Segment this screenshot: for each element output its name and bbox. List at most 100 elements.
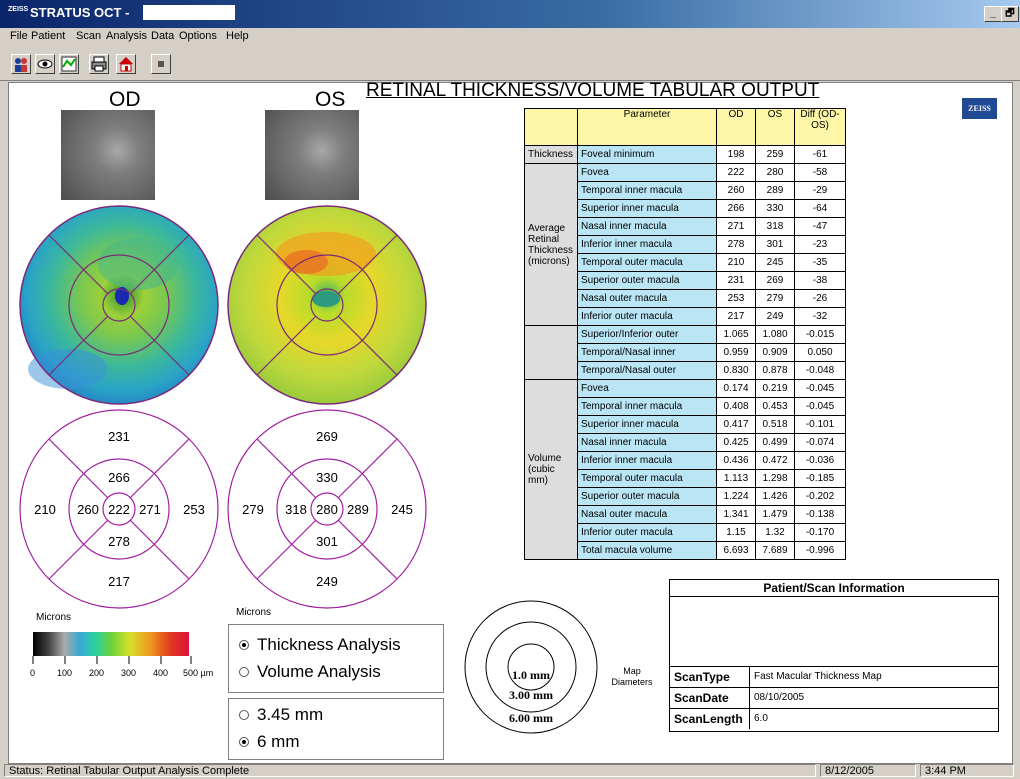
restore-button[interactable]: 🗗 <box>1001 6 1019 22</box>
status-date: 8/12/2005 <box>820 764 916 777</box>
menu-bar: File Patient Scan Analysis Data Options … <box>0 28 1020 46</box>
radio-unselected-icon <box>239 710 249 720</box>
scale-345-radio[interactable]: 3.45 mm <box>239 705 323 725</box>
scale-345-label: 3.45 mm <box>257 705 324 724</box>
scale-6-radio[interactable]: 6 mm <box>239 732 300 752</box>
row-od: 231 <box>716 271 756 290</box>
row-param: Nasal inner macula <box>577 217 717 236</box>
header-diff: Diff (OD-OS) <box>794 108 846 146</box>
row-os: 0.878 <box>755 361 795 380</box>
od-label: OD <box>109 88 141 111</box>
toolbar <box>0 46 1020 81</box>
row-os: 0.219 <box>755 379 795 398</box>
diameter-1mm: 1.0 mm <box>512 668 550 682</box>
colorbar-tick-400: 400 <box>153 668 169 678</box>
row-param: Nasal inner macula <box>577 433 717 452</box>
os-inner-superior: 330 <box>316 470 338 485</box>
colorbar-tick-300: 300 <box>121 668 137 678</box>
thickness-analysis-label: Thickness Analysis <box>257 635 401 654</box>
row-os: 1.298 <box>755 469 795 488</box>
menu-file[interactable]: File <box>10 30 28 42</box>
os-outer-left: 279 <box>242 502 264 517</box>
menu-analysis[interactable]: Analysis <box>106 30 147 42</box>
row-diff: -47 <box>794 217 846 236</box>
menu-help[interactable]: Help <box>226 30 249 42</box>
od-thickness-map <box>19 205 219 405</box>
colorbar-tick-500: 500 µm <box>183 668 214 678</box>
patient-name-redacted <box>143 5 235 20</box>
thickness-analysis-radio[interactable]: Thickness Analysis <box>239 635 401 655</box>
row-param: Total macula volume <box>577 541 717 560</box>
os-inner-temporal: 318 <box>285 502 307 517</box>
table-corner <box>524 108 578 146</box>
row-param: Temporal inner macula <box>577 181 717 200</box>
scan-type-value: Fast Macular Thickness Map <box>754 671 882 682</box>
row-od: 210 <box>716 253 756 272</box>
os-outer-right: 245 <box>391 502 413 517</box>
stop-icon[interactable] <box>151 54 171 74</box>
scan-date-value: 08/10/2005 <box>754 692 805 703</box>
radio-selected-icon <box>239 640 249 650</box>
row-diff: -35 <box>794 253 846 272</box>
row-diff: -32 <box>794 307 846 326</box>
patient-info-title: Patient/Scan Information <box>670 580 998 597</box>
od-outer-inferior: 217 <box>108 574 130 589</box>
row-diff: -0.045 <box>794 379 846 398</box>
status-time: 3:44 PM <box>920 764 1014 777</box>
row-os: 245 <box>755 253 795 272</box>
menu-options[interactable]: Options <box>179 30 217 42</box>
row-os: 279 <box>755 289 795 308</box>
thickness-colorbar <box>33 632 189 656</box>
row-od: 1.113 <box>716 469 756 488</box>
os-fundus-image <box>265 110 359 200</box>
row-os: 0.472 <box>755 451 795 470</box>
od-outer-left: 210 <box>34 502 56 517</box>
scan-type-label: ScanType <box>674 670 730 684</box>
row-diff: -29 <box>794 181 846 200</box>
row-od: 222 <box>716 163 756 182</box>
scan-length-value: 6.0 <box>754 713 768 724</box>
od-outer-superior: 231 <box>108 429 130 444</box>
eye-icon[interactable] <box>35 54 55 74</box>
row-os: 280 <box>755 163 795 182</box>
row-od: 198 <box>716 145 756 164</box>
printer-icon[interactable] <box>89 54 109 74</box>
scan-icon[interactable] <box>59 54 79 74</box>
volume-analysis-radio[interactable]: Volume Analysis <box>239 662 381 682</box>
row-os: 0.499 <box>755 433 795 452</box>
volume-analysis-label: Volume Analysis <box>257 662 381 681</box>
header-os: OS <box>755 108 795 146</box>
home-icon[interactable] <box>116 54 136 74</box>
scan-type-row: ScanType Fast Macular Thickness Map <box>670 666 998 687</box>
scan-length-row: ScanLength 6.0 <box>670 708 998 729</box>
scan-length-label: ScanLength <box>674 712 743 726</box>
menu-scan[interactable]: Scan <box>76 30 102 42</box>
os-outer-inferior: 249 <box>316 574 338 589</box>
od-inner-temporal: 260 <box>77 502 99 517</box>
patients-icon[interactable] <box>11 54 31 74</box>
os-center-value: 280 <box>316 502 338 517</box>
os-inner-nasal: 289 <box>347 502 369 517</box>
minimize-button[interactable]: _ <box>984 6 1002 22</box>
row-param: Fovea <box>577 163 717 182</box>
row-os: 0.909 <box>755 343 795 362</box>
menu-patient[interactable]: Patient <box>31 30 66 42</box>
row-param: Superior/Inferior outer <box>577 325 717 344</box>
colorbar-label: Microns <box>36 612 72 623</box>
row-param: Nasal outer macula <box>577 505 717 524</box>
row-od: 0.830 <box>716 361 756 380</box>
row-od: 1.224 <box>716 487 756 506</box>
os-outer-superior: 269 <box>316 429 338 444</box>
row-diff: -0.036 <box>794 451 846 470</box>
od-fundus-image <box>61 110 155 200</box>
row-od: 0.174 <box>716 379 756 398</box>
od-sector-map: 222 266 260 271 278 231 210 253 217 <box>19 409 219 609</box>
row-od: 1.065 <box>716 325 756 344</box>
scale-group: 3.45 mm 6 mm <box>228 698 444 760</box>
row-os: 269 <box>755 271 795 290</box>
od-outer-right: 253 <box>183 502 205 517</box>
row-os: 289 <box>755 181 795 200</box>
row-diff: -0.101 <box>794 415 846 434</box>
row-diff: -0.048 <box>794 361 846 380</box>
menu-data[interactable]: Data <box>151 30 175 42</box>
